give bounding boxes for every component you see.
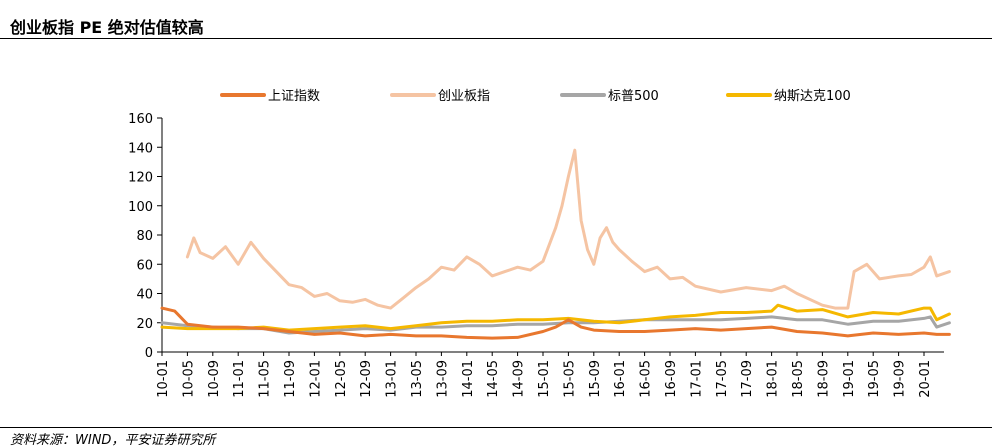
x-tick-label: 12-01 (308, 360, 323, 398)
y-tick-label: 120 (128, 171, 153, 186)
series-line-0 (160, 306, 951, 340)
legend-label-1: 创业板指 (438, 89, 490, 104)
x-tick-label: 10-09 (207, 360, 222, 398)
x-tick-label: 18-05 (791, 360, 806, 398)
x-tick-label: 18-01 (766, 360, 781, 398)
y-tick-label: 20 (136, 317, 153, 332)
x-tick-label: 13-01 (385, 360, 400, 398)
legend-label-0: 上证指数 (268, 89, 320, 104)
legend-label-3: 纳斯达克100 (774, 89, 851, 104)
x-tick-label: 16-05 (639, 360, 654, 398)
x-tick-label: 14-05 (486, 360, 501, 398)
x-tick-label: 16-09 (664, 360, 679, 398)
y-tick-label: 80 (136, 229, 153, 244)
y-tick-label: 140 (128, 141, 153, 156)
x-tick-label: 14-01 (461, 360, 476, 398)
y-axis: 0 20 40 60 80 100 120 140 160 (128, 112, 163, 361)
x-tick-label: 13-05 (410, 360, 425, 398)
legend: 上证指数 创业板指 标普500 纳斯达克100 (220, 89, 851, 104)
x-tick-label: 16-01 (613, 360, 628, 398)
series-line-3 (160, 303, 951, 332)
y-tick-label: 40 (136, 288, 153, 303)
x-tick-label: 17-09 (740, 360, 755, 398)
source-note: 资料来源：WIND，平安证券研究所 (10, 433, 216, 448)
source-rule (0, 427, 992, 428)
y-tick-label: 60 (136, 258, 153, 273)
y-tick-label: 100 (128, 200, 153, 215)
x-tick-label: 15-09 (588, 360, 603, 398)
x-axis: 10-01 10-05 10-09 11-01 11-05 11-09 12-01 12-05… (156, 351, 944, 398)
x-tick-label: 17-01 (689, 360, 704, 398)
x-tick-label: 10-05 (181, 360, 196, 398)
x-tick-label: 20-01 (918, 360, 933, 398)
x-tick-label: 10-01 (156, 360, 171, 398)
x-tick-label: 17-05 (715, 360, 730, 398)
x-tick-label: 11-09 (283, 360, 298, 398)
x-tick-label: 19-09 (893, 360, 908, 398)
series-line-1 (185, 148, 951, 310)
x-tick-label: 11-05 (258, 360, 273, 398)
x-tick-label: 12-09 (359, 360, 374, 398)
pe-line-chart: 0 20 40 60 80 100 120 140 160 10-01 10-05 10-09 11-… (128, 89, 951, 398)
y-tick-label: 160 (128, 112, 153, 127)
x-tick-label: 15-01 (537, 360, 552, 398)
x-tick-label: 13-09 (435, 360, 450, 398)
series-layer (160, 148, 951, 340)
legend-label-2: 标普500 (608, 89, 659, 104)
chart-title: 创业板指 PE 绝对估值较高 (10, 18, 204, 37)
y-tick-label: 0 (145, 346, 153, 361)
x-tick-label: 15-05 (562, 360, 577, 398)
x-tick-label: 14-09 (512, 360, 527, 398)
x-tick-label: 12-05 (334, 360, 349, 398)
x-tick-label: 19-01 (842, 360, 857, 398)
x-tick-label: 18-09 (816, 360, 831, 398)
x-tick-label: 19-05 (867, 360, 882, 398)
x-tick-label: 11-01 (232, 360, 247, 398)
title-rule (0, 38, 992, 39)
